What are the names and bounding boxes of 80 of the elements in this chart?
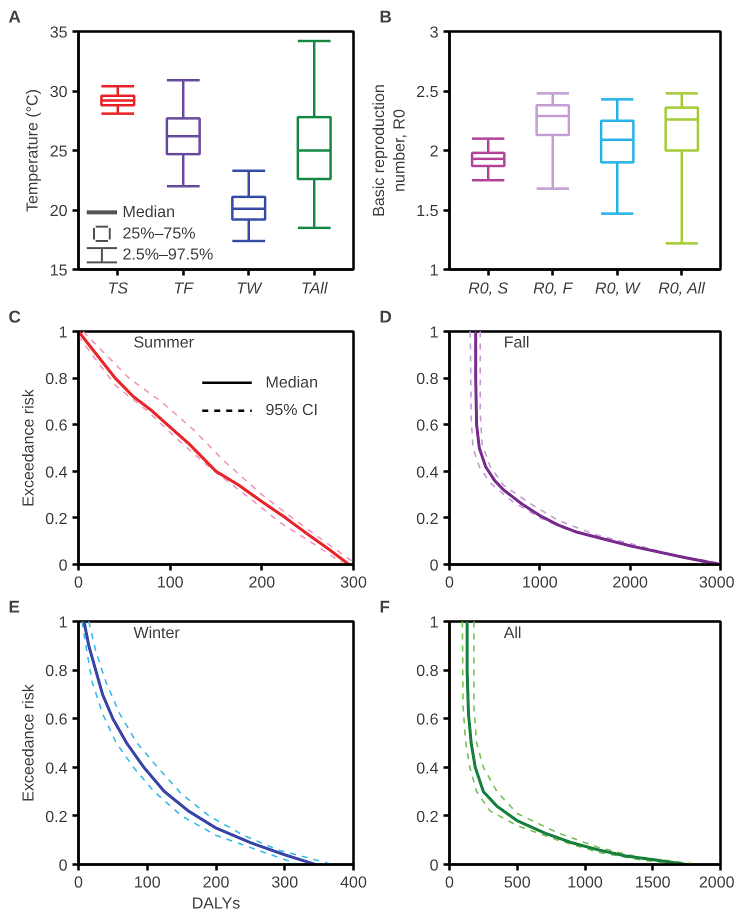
- y-tick-label: 25: [50, 144, 68, 160]
- y-tick-label: 0: [58, 858, 68, 874]
- y-tick-label: 2.5: [416, 84, 439, 101]
- y-tick-label: 0: [430, 558, 439, 574]
- y-tick-label: 1.5: [416, 203, 439, 220]
- chart-subtitle: All: [504, 625, 522, 642]
- x-tick-label: 400: [340, 874, 367, 892]
- x-tick-label: TW: [236, 280, 264, 298]
- annotation: 25%–75%: [122, 225, 196, 242]
- x-tick-label: 200: [248, 574, 276, 592]
- y-tick-label: 1: [58, 614, 68, 632]
- y-axis-title: Exceedance risk: [20, 388, 38, 507]
- y-tick-label: 1: [430, 324, 439, 342]
- x-tick-label: 1000: [567, 874, 603, 892]
- chart-title: A: [8, 8, 21, 26]
- x-tick-label: TS: [108, 280, 128, 298]
- y-tick-label: 3: [430, 24, 439, 42]
- x-tick-label: R0, W: [595, 280, 642, 298]
- y-tick-label: 0: [430, 858, 439, 874]
- x-tick-label: 0: [74, 574, 84, 592]
- x-tick-label: 100: [134, 874, 161, 892]
- y-tick-label: 0.8: [45, 663, 68, 680]
- y-tick-label: 0.8: [416, 371, 439, 388]
- y-tick-label: 1: [58, 324, 68, 342]
- chart-title: D: [380, 308, 392, 326]
- x-tick-label: 1500: [634, 874, 671, 892]
- x-tick-label: 2000: [698, 874, 735, 892]
- y-tick-label: 1: [430, 614, 439, 632]
- chart-subtitle: Fall: [504, 334, 530, 352]
- y-axis-title: Exceedance risk: [20, 683, 38, 802]
- y-tick-label: 20: [50, 203, 68, 220]
- x-axis-title: DALYs: [192, 896, 240, 912]
- x-tick-label: 300: [340, 574, 367, 592]
- chart-title: F: [380, 598, 390, 616]
- y-tick-label: 0: [58, 558, 68, 574]
- x-tick-label: 300: [271, 874, 298, 892]
- x-tick-label: 0: [445, 874, 454, 892]
- y-tick-label: 0.2: [45, 808, 68, 826]
- y-tick-label: 0.6: [45, 712, 68, 729]
- y-tick-label: 0.6: [45, 418, 68, 435]
- x-tick-label: R0, All: [658, 280, 706, 298]
- chart-title: E: [8, 598, 20, 616]
- y-tick-label: 1: [430, 262, 439, 280]
- annotation: Median: [122, 204, 175, 221]
- x-tick-label: R0, S: [468, 280, 509, 298]
- y-tick-label: 0.4: [45, 464, 68, 482]
- y-tick-label: 15: [50, 262, 68, 280]
- x-tick-label: 100: [156, 574, 184, 592]
- x-tick-label: 3000: [698, 574, 735, 592]
- x-tick-label: 500: [504, 874, 531, 892]
- y-axis-title: Basic reproduction number, R0: [370, 84, 408, 217]
- x-tick-label: TAll: [301, 280, 328, 298]
- annotation: 2.5%–97.5%: [122, 246, 214, 264]
- x-tick-label: 0: [74, 874, 84, 892]
- y-tick-label: 0.4: [416, 464, 439, 482]
- chart-subtitle: Winter: [134, 625, 180, 642]
- y-tick-label: 0.6: [416, 712, 439, 729]
- y-tick-label: 35: [50, 24, 68, 42]
- y-tick-label: 0.2: [416, 510, 439, 528]
- y-tick-label: 0.2: [416, 808, 439, 826]
- y-tick-label: 0.4: [416, 760, 439, 778]
- y-tick-label: 2: [430, 144, 439, 160]
- annotation: 95% CI: [266, 402, 318, 420]
- x-tick-label: 2000: [612, 574, 648, 592]
- y-tick-label: 30: [50, 84, 68, 101]
- chart-title: B: [380, 8, 392, 26]
- annotation: Median: [266, 374, 318, 392]
- y-tick-label: 0.2: [45, 510, 68, 528]
- y-tick-label: 0.8: [416, 663, 439, 680]
- chart-subtitle: Summer: [134, 334, 195, 352]
- x-tick-label: 0: [445, 574, 454, 592]
- chart-title: C: [8, 308, 21, 326]
- x-tick-label: R0, F: [533, 280, 574, 298]
- x-tick-label: 200: [202, 874, 230, 892]
- y-axis-title: Temperature (°C): [24, 89, 42, 212]
- x-tick-label: 1000: [522, 574, 558, 592]
- y-tick-label: 0.6: [416, 418, 439, 435]
- y-tick-label: 0.4: [45, 760, 68, 778]
- y-tick-label: 0.8: [45, 371, 68, 388]
- x-tick-label: TF: [173, 280, 194, 298]
